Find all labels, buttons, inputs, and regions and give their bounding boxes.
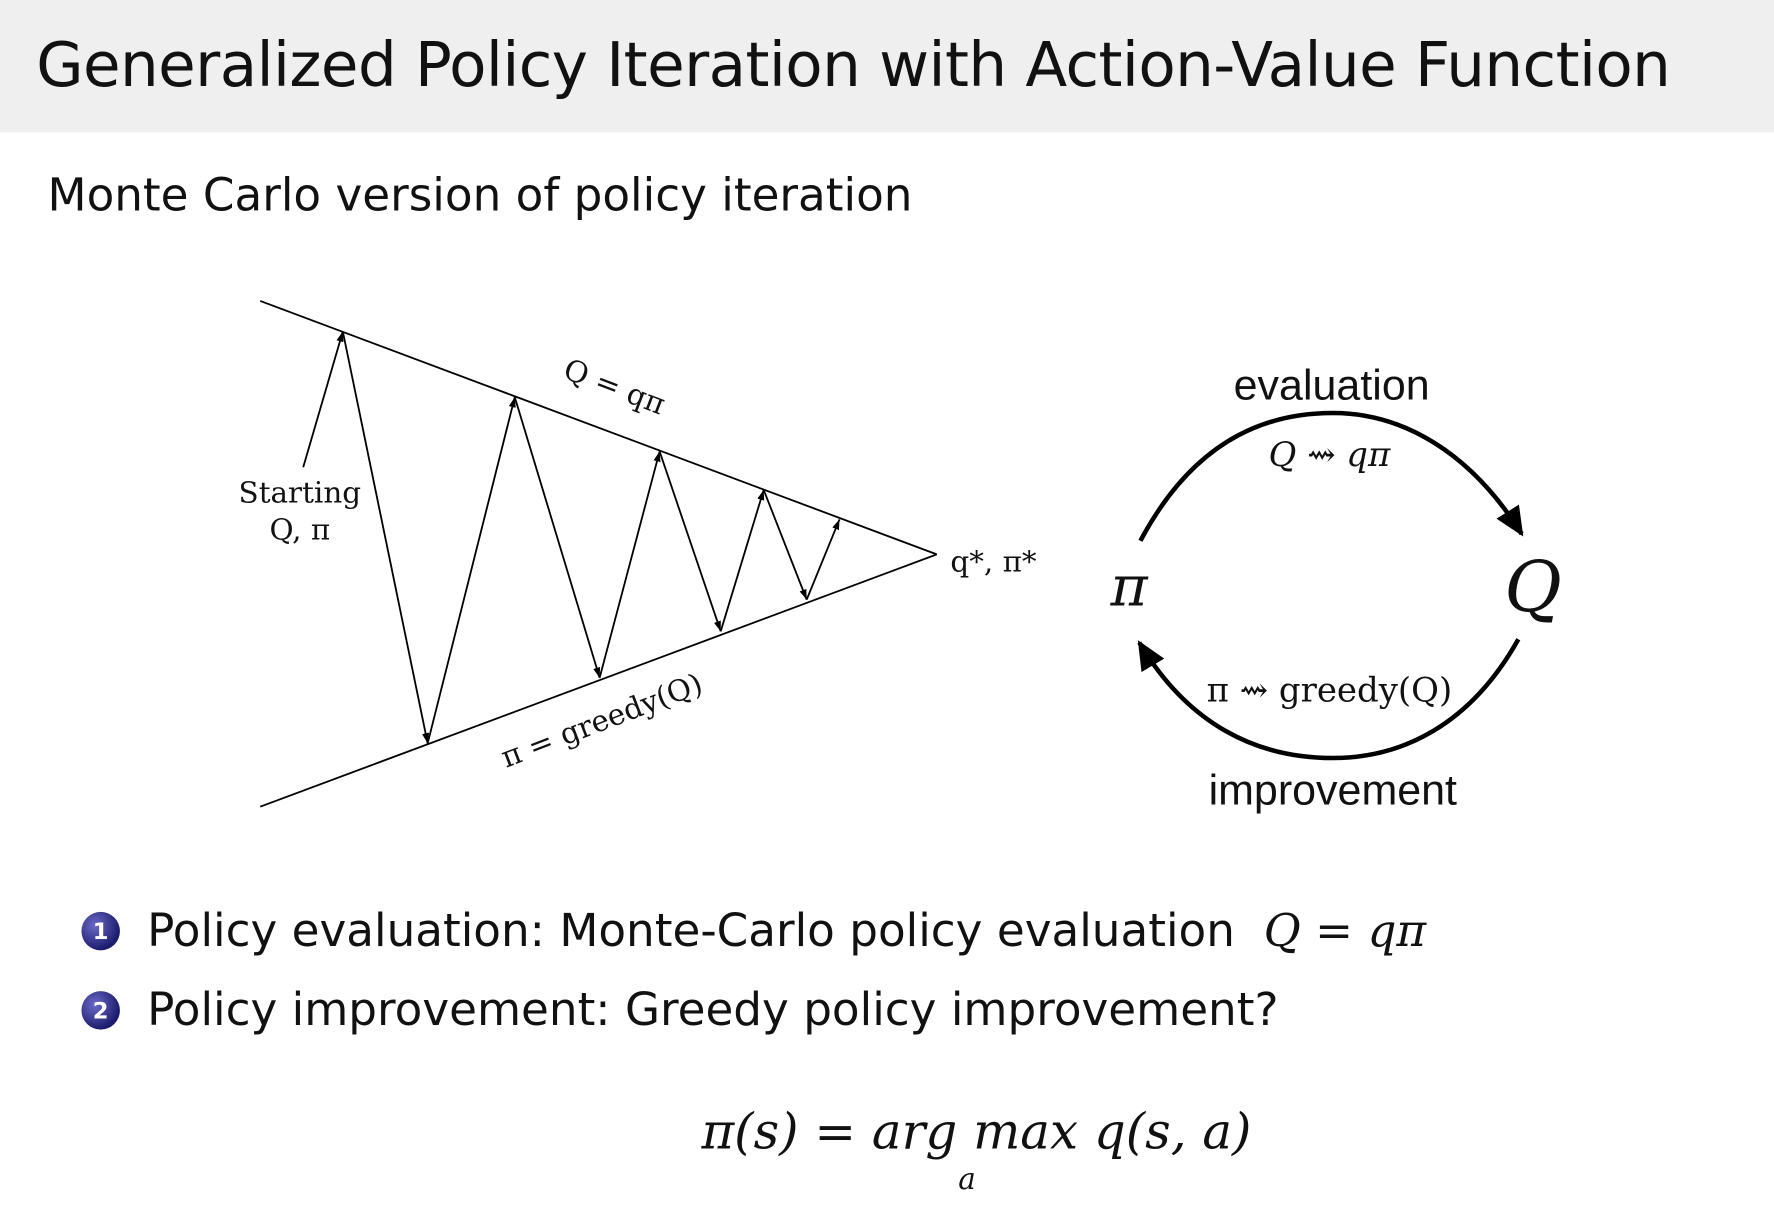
bullet-math: Q = qπ: [1263, 905, 1427, 958]
bullet-text: Policy improvement: Greedy policy improv…: [147, 984, 1279, 1037]
evaluation-label: evaluation: [1234, 361, 1430, 409]
improvement-label: improvement: [1209, 766, 1457, 814]
bullet-number-badge: 2: [81, 991, 120, 1030]
start-arrow: [302, 331, 344, 468]
bullet-item: 2 Policy improvement: Greedy policy impr…: [81, 984, 1279, 1037]
starting-q-pi-label: Q, π: [269, 513, 330, 547]
q-node: Q: [1504, 546, 1562, 628]
convergence-label: q*, π*: [950, 544, 1037, 578]
evaluation-arrow: [1138, 410, 1524, 542]
zigzag-arrow: [762, 489, 808, 600]
upper-line-label: Q = qπ: [559, 352, 670, 422]
evaluation-formula: Q ⇝ qπ: [1268, 435, 1391, 475]
header-bar: Generalized Policy Iteration with Action…: [0, 0, 1774, 133]
zigzag-arrow: [513, 396, 601, 678]
lower-line-label: π = greedy(Q): [496, 666, 707, 774]
zigzag-arrow: [719, 489, 765, 632]
zigzag-arrow: [426, 396, 516, 744]
bullet-number-badge: 1: [81, 911, 120, 951]
zigzag-arrow: [805, 518, 841, 600]
bullet-item: 1 Policy evaluation: Monte-Carlo policy …: [81, 905, 1426, 957]
lower-boundary-line: [259, 553, 938, 808]
zigzag-arrow: [341, 331, 430, 744]
zigzag-arrow: [598, 451, 661, 678]
improvement-arrow: [1137, 638, 1521, 761]
convergence-triangle: [259, 300, 938, 808]
bullet-text: Policy evaluation: Monte-Carlo policy ev…: [147, 905, 1235, 958]
slide-title: Generalized Policy Iteration with Action…: [36, 29, 1671, 101]
upper-boundary-line: [259, 300, 938, 556]
zigzag-arrow: [658, 451, 722, 632]
improvement-formula: π ⇝ greedy(Q): [1207, 670, 1453, 710]
slide-subtitle: Monte Carlo version of policy iteration: [47, 169, 913, 222]
evaluation-improvement-cycle: [1137, 410, 1524, 761]
starting-label: Starting: [239, 475, 362, 509]
formula-subscript: a: [958, 1163, 976, 1198]
policy-node: π: [1110, 553, 1149, 619]
greedy-policy-formula: π(s) = arg max q(s, a): [701, 1103, 1252, 1161]
